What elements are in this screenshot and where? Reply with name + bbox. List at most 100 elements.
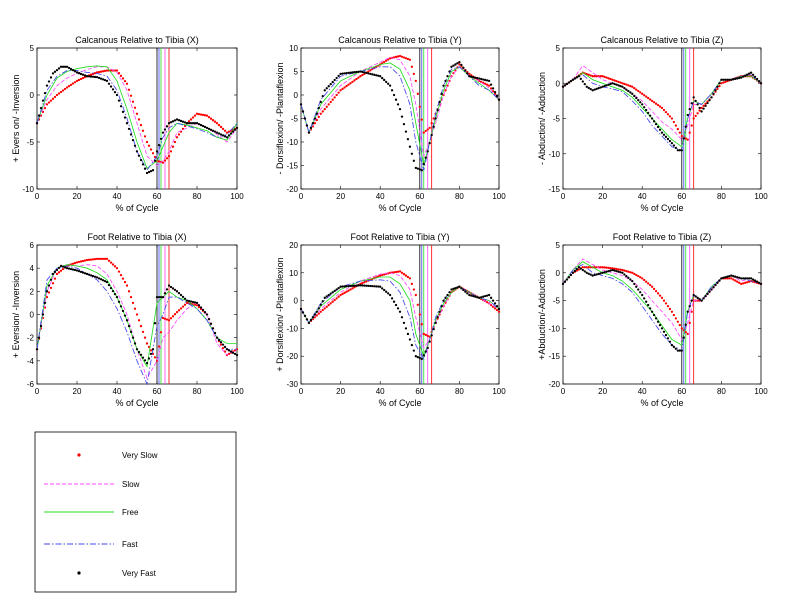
data-point: [87, 258, 91, 261]
data-point: [672, 144, 676, 147]
x-tick-label: 20: [73, 387, 82, 396]
data-point: [390, 89, 394, 92]
data-point: [730, 277, 733, 280]
data-point: [201, 308, 205, 312]
data-point: [367, 72, 370, 75]
data-point: [81, 271, 85, 274]
data-point: [315, 314, 318, 317]
data-point: [299, 307, 303, 311]
data-point: [672, 120, 676, 124]
data-point: [383, 288, 386, 292]
data-point: [652, 101, 656, 104]
data-point: [747, 72, 751, 75]
data-point: [223, 350, 227, 353]
data-point: [213, 331, 217, 335]
data-point: [738, 76, 741, 80]
data-point: [571, 78, 575, 81]
data-point: [603, 266, 606, 269]
data-point: [692, 293, 695, 297]
data-point: [43, 91, 47, 95]
data-point: [219, 343, 223, 346]
data-point: [59, 264, 63, 267]
data-point: [171, 287, 175, 290]
data-point: [581, 266, 584, 269]
data-point: [563, 280, 567, 283]
data-point: [333, 96, 336, 99]
data-point: [349, 284, 352, 288]
data-point: [591, 89, 594, 92]
data-point: [103, 257, 107, 261]
data-point: [747, 277, 751, 280]
data-point: [151, 348, 155, 351]
panel-2: Calcanous Relative to Tibia (Y) 0 20 40 60 80…: [275, 35, 506, 213]
data-point: [55, 272, 59, 276]
data-point: [698, 106, 701, 110]
x-tick-label: 60: [153, 387, 162, 396]
data-point: [577, 266, 580, 269]
data-point: [49, 99, 53, 102]
data-point: [591, 274, 594, 277]
data-point: [569, 79, 573, 83]
data-point: [621, 85, 624, 88]
data-point: [617, 270, 620, 273]
data-point: [460, 63, 463, 67]
data-point: [753, 75, 757, 79]
data-point: [593, 75, 596, 78]
data-point: [595, 75, 598, 78]
data-point: [611, 78, 614, 81]
data-point: [587, 86, 590, 90]
legend-label-very-slow: Very Slow: [122, 451, 158, 460]
data-point: [619, 271, 622, 274]
data-point: [448, 291, 451, 294]
data-point: [692, 117, 695, 120]
data-point: [690, 124, 693, 127]
y-tick-label: -4: [27, 357, 35, 366]
data-point: [678, 149, 681, 152]
data-point: [740, 76, 743, 79]
data-point: [605, 76, 608, 79]
data-point: [99, 257, 103, 261]
series-very-fast: [299, 284, 501, 361]
data-point: [660, 106, 664, 110]
data-point: [668, 340, 672, 343]
data-point: [111, 263, 115, 266]
data-point: [577, 268, 580, 271]
data-point: [89, 73, 93, 76]
data-point: [161, 131, 165, 134]
data-point: [139, 324, 143, 328]
data-point: [321, 95, 324, 98]
data-point: [704, 102, 707, 105]
x-axis-label: % of Cycle: [640, 398, 683, 408]
data-point: [645, 280, 648, 283]
data-point: [193, 114, 197, 117]
data-point: [53, 277, 57, 280]
data-point: [402, 321, 406, 324]
data-point: [625, 88, 628, 91]
data-point: [81, 76, 85, 80]
data-point: [605, 266, 608, 269]
data-point: [732, 78, 735, 81]
data-point: [722, 81, 725, 84]
data-point: [408, 277, 412, 280]
data-point: [85, 75, 89, 78]
data-point: [757, 281, 761, 284]
data-point: [589, 273, 592, 276]
data-point: [420, 118, 423, 121]
data-point: [648, 98, 652, 101]
data-point: [85, 272, 89, 276]
data-point: [175, 290, 179, 293]
data-point: [585, 85, 588, 88]
legend-entry-slow: Slow: [44, 480, 140, 489]
data-point: [392, 271, 396, 274]
data-point: [61, 89, 65, 92]
data-point: [745, 277, 749, 280]
data-point: [581, 268, 584, 272]
data-point: [724, 78, 727, 81]
data-point: [428, 340, 431, 343]
y-tick-label: 2: [30, 287, 35, 296]
data-point: [175, 118, 179, 121]
data-point: [65, 86, 69, 89]
data-point: [365, 71, 368, 75]
data-point: [694, 99, 697, 103]
data-point: [201, 124, 205, 128]
